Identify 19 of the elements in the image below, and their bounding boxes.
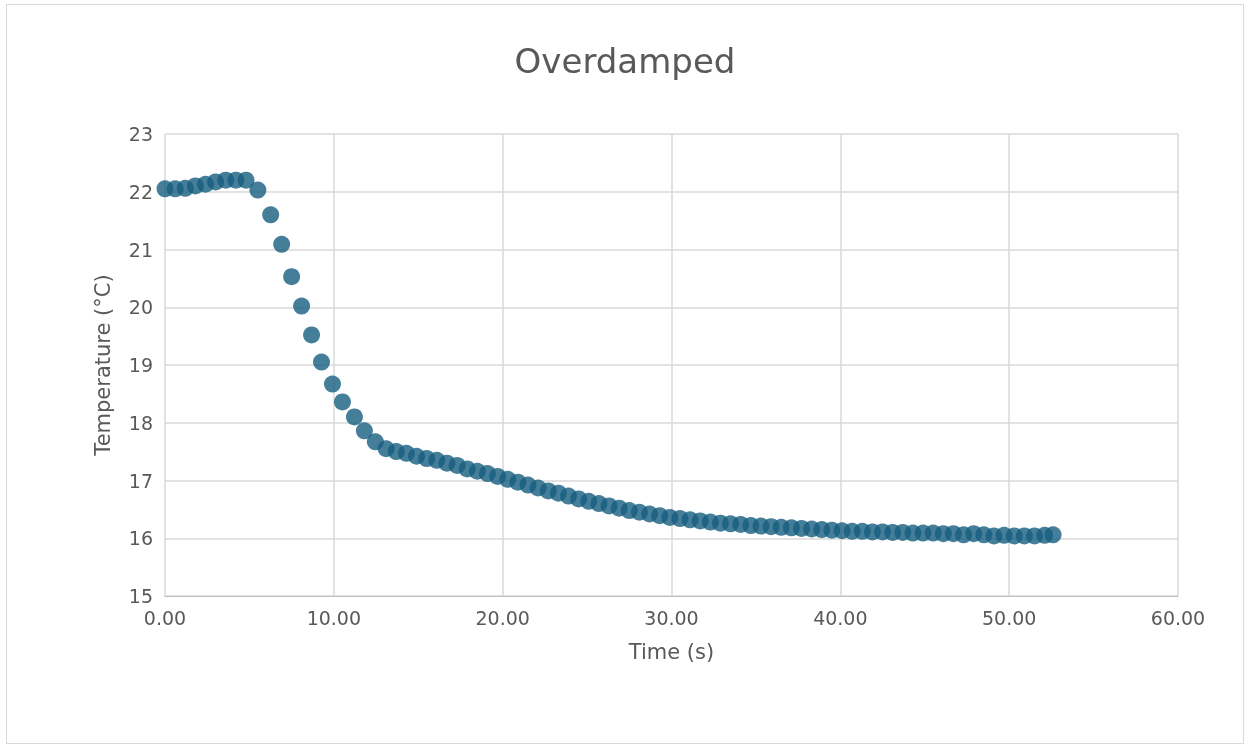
y-tick-label: 18 [128, 411, 153, 434]
x-tick-label: 30.00 [644, 606, 699, 629]
y-tick-label: 22 [128, 180, 153, 203]
y-tick-label: 16 [128, 527, 153, 550]
y-tick-label: 17 [128, 469, 153, 492]
x-tick-label: 40.00 [813, 606, 868, 629]
y-tick-label: 19 [128, 354, 153, 376]
x-tick-label: 20.00 [475, 606, 530, 629]
y-tick-label: 20 [128, 296, 153, 319]
y-tick-label: 23 [128, 123, 153, 145]
y-tick-label: 21 [128, 238, 153, 261]
chart-title: Overdamped [514, 41, 736, 81]
x-tick-label: 60.00 [1150, 606, 1206, 629]
x-axis-title: Time (s) [627, 639, 715, 664]
x-tick-label: 10.00 [306, 606, 362, 629]
y-tick-label: 15 [128, 585, 153, 607]
x-tick-label: 0.00 [143, 606, 187, 629]
x-tick-label: 50.00 [981, 606, 1037, 629]
y-axis-title: Temperature (°C) [90, 274, 115, 457]
